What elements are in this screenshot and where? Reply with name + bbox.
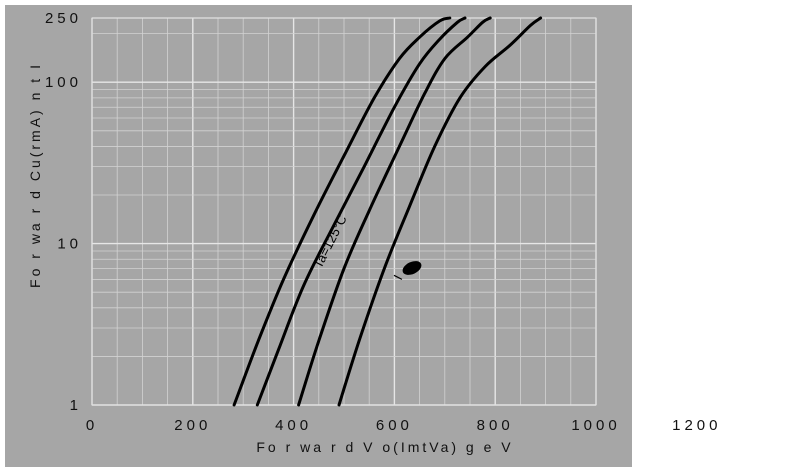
y-tick-label: 10 <box>57 236 82 253</box>
grid <box>91 17 597 406</box>
series-line-1 <box>232 16 452 407</box>
series-line-2 <box>255 16 467 407</box>
x-tick-label: 600 <box>376 417 413 434</box>
series-lines <box>232 16 543 407</box>
series-line-4 <box>337 16 543 407</box>
series-line-3 <box>297 16 492 407</box>
y-axis-label: Fo r wa r d Cu(rmA) n t I <box>27 62 43 288</box>
annotation-label: I <box>390 272 405 282</box>
y-tick-label: 250 <box>45 10 82 27</box>
tick-labels: 0 200 400 600 800 1000 1200 1 10 100 250 <box>45 10 721 434</box>
x-tick-label: 1200 <box>672 417 721 434</box>
x-tick-label: 200 <box>174 417 211 434</box>
x-tick-label: 0 <box>86 417 98 434</box>
x-tick-label: 800 <box>477 417 514 434</box>
y-tick-label: 1 <box>70 397 82 414</box>
x-axis-label: Fo r wa r d V o(ImtVa) g e V <box>256 439 513 455</box>
x-tick-label: 1000 <box>571 417 620 434</box>
plot-frame <box>91 17 597 406</box>
indicator-icon <box>402 261 422 275</box>
x-tick-label: 400 <box>275 417 312 434</box>
y-tick-label: 100 <box>45 74 82 91</box>
